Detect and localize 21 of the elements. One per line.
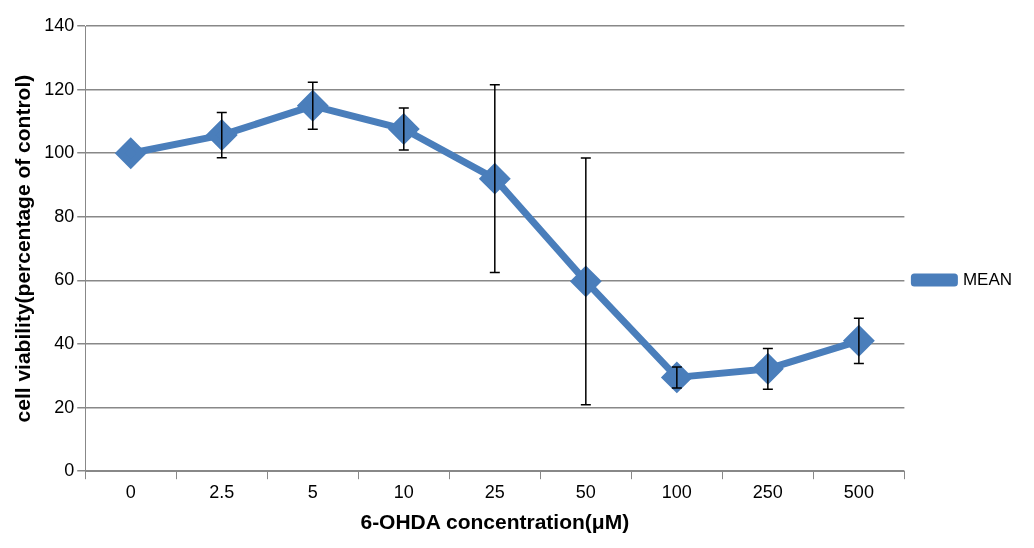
x-tick-label: 5 (307, 481, 318, 502)
y-tick-label: 80 (54, 205, 75, 226)
x-tick-label: 100 (661, 481, 692, 502)
y-tick-label: 20 (54, 396, 75, 417)
legend-label: MEAN (962, 269, 1013, 289)
y-tick-label: 120 (44, 78, 75, 99)
x-tick-label: 50 (575, 481, 596, 502)
y-tick-label: 0 (64, 460, 75, 481)
y-tick-label: 140 (44, 14, 75, 35)
x-tick-label: 0 (125, 481, 136, 502)
x-tick-label: 2.5 (209, 481, 235, 502)
y-axis-title: cell viability(percentage of control) (11, 74, 35, 423)
y-tick-label: 60 (54, 269, 75, 290)
x-tick-label: 250 (752, 481, 783, 502)
x-tick-label: 10 (393, 481, 414, 502)
y-tick-label: 100 (44, 142, 75, 163)
y-tick-label: 40 (54, 332, 75, 353)
x-tick-label: 500 (843, 481, 874, 502)
point (116, 138, 146, 168)
x-axis-title: 6-OHDA concentration(μM) (360, 510, 630, 534)
x-tick-label: 25 (484, 481, 505, 502)
